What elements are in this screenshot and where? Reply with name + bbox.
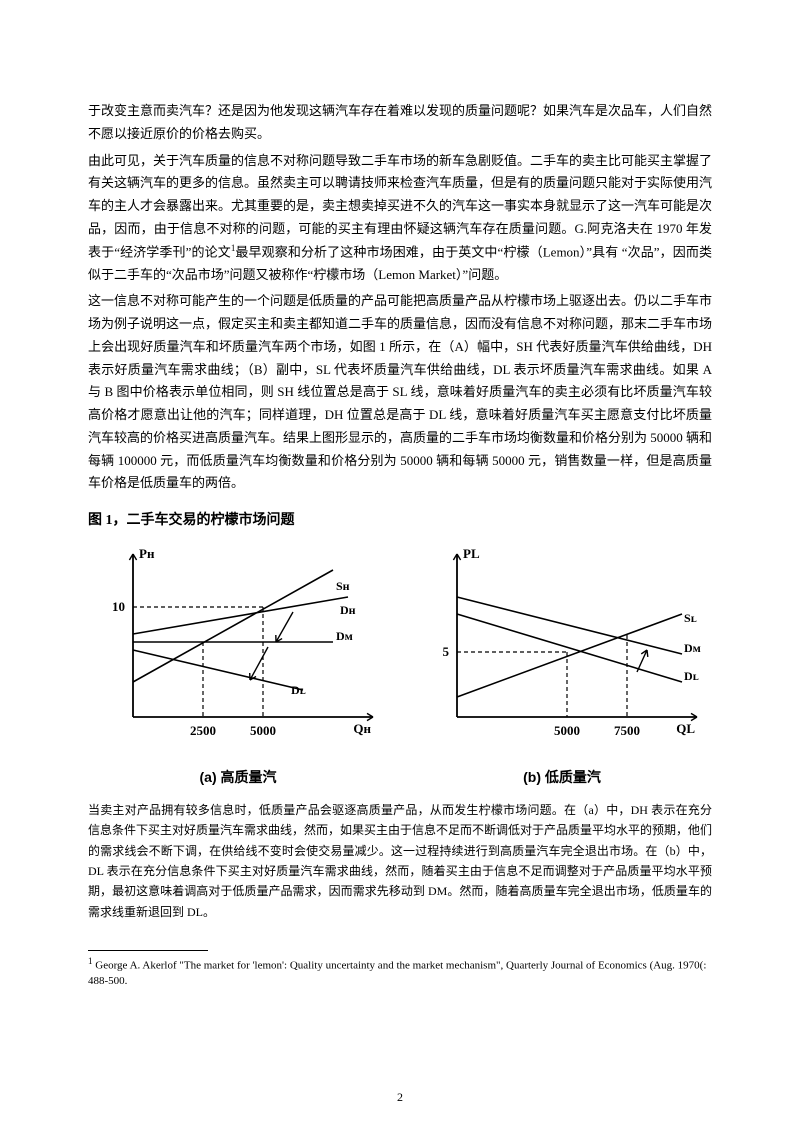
footnote-separator — [88, 950, 208, 951]
svg-text:QL: QL — [676, 721, 695, 736]
charts-row: Pн Qн 10 2500 5000 Sн Dн Dᴍ Dʟ (a) 高质量汽 PL QL 5 500… — [88, 542, 712, 790]
chart-b-caption: (b) 低质量汽 — [412, 765, 712, 790]
chart-a-svg: Pн Qн 10 2500 5000 Sн Dн Dᴍ Dʟ — [88, 542, 388, 752]
svg-text:Dʟ: Dʟ — [291, 683, 306, 697]
svg-text:Pн: Pн — [139, 546, 155, 561]
chart-a-wrap: Pн Qн 10 2500 5000 Sн Dн Dᴍ Dʟ (a) 高质量汽 — [88, 542, 388, 790]
figure-caption-text: 当卖主对产品拥有较多信息时，低质量产品会驱逐高质量产品，从而发生柠檬市场问题。在… — [88, 800, 712, 922]
svg-text:10: 10 — [112, 599, 125, 614]
page-number: 2 — [0, 1087, 800, 1108]
footnote-body: George A. Akerlof "The market for 'lemon… — [88, 960, 706, 987]
chart-a-caption: (a) 高质量汽 — [88, 765, 388, 790]
svg-text:Dᴍ: Dᴍ — [684, 641, 701, 655]
paragraph-3: 这一信息不对称可能产生的一个问题是低质量的产品可能把高质量产品从柠檬市场上驱逐出… — [88, 290, 712, 495]
chart-b-svg: PL QL 5 5000 7500 Sʟ Dᴍ Dʟ — [412, 542, 712, 752]
svg-text:Dʟ: Dʟ — [684, 669, 699, 683]
svg-text:Sʟ: Sʟ — [684, 611, 697, 625]
figure-title: 图 1，二手车交易的柠檬市场问题 — [88, 509, 712, 534]
svg-text:PL: PL — [463, 546, 480, 561]
chart-b-wrap: PL QL 5 5000 7500 Sʟ Dᴍ Dʟ (b) 低质量汽 — [412, 542, 712, 790]
svg-text:7500: 7500 — [614, 723, 640, 738]
svg-text:Dн: Dн — [340, 603, 356, 617]
svg-text:5000: 5000 — [554, 723, 580, 738]
svg-text:Qн: Qн — [353, 721, 371, 736]
paragraph-1: 于改变主意而卖汽车？还是因为他发现这辆汽车存在着难以发现的质量问题呢？如果汽车是… — [88, 100, 712, 146]
paragraph-2: 由此可见，关于汽车质量的信息不对称问题导致二手车市场的新车急剧贬值。二手车的卖主… — [88, 150, 712, 287]
svg-text:5000: 5000 — [250, 723, 276, 738]
svg-text:Sн: Sн — [336, 579, 350, 593]
footnote-text: 1 George A. Akerlof "The market for 'lem… — [88, 955, 712, 989]
svg-text:5: 5 — [443, 644, 450, 659]
svg-text:Dᴍ: Dᴍ — [336, 629, 353, 643]
svg-text:2500: 2500 — [190, 723, 216, 738]
